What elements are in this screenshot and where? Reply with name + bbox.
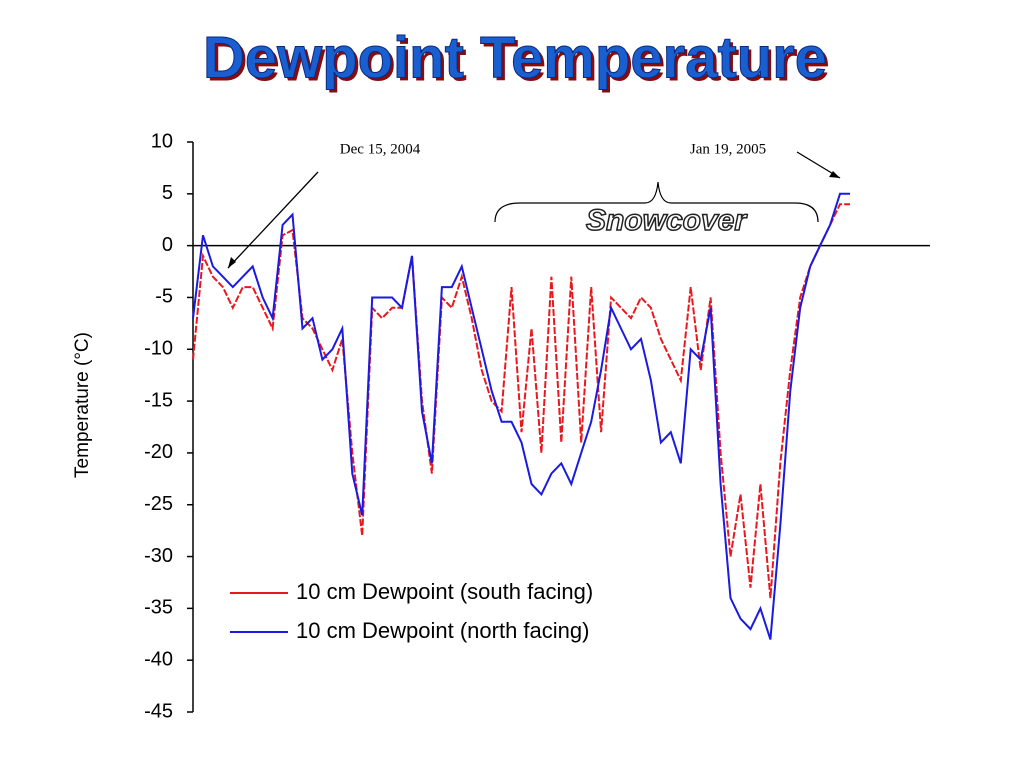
annotation: Jan 19, 2005 — [690, 141, 766, 157]
legend-label: 10 cm Dewpoint (south facing) — [296, 579, 593, 604]
arrow-head — [829, 171, 840, 178]
y-tick-label: -40 — [144, 648, 173, 670]
y-tick-label: -25 — [144, 493, 173, 515]
y-tick-label: -30 — [144, 545, 173, 567]
legend-label: 10 cm Dewpoint (north facing) — [296, 618, 589, 643]
y-tick-label: -15 — [144, 389, 173, 411]
annotation: Snowcover — [586, 204, 748, 237]
chart-title: Dewpoint Temperature — [203, 25, 827, 90]
data-line — [192, 203, 850, 599]
y-tick-label: -45 — [144, 700, 173, 722]
y-tick-label: 0 — [162, 234, 173, 256]
y-tick-label: -35 — [144, 597, 173, 619]
y-axis-label: Temperature (°C) — [72, 332, 93, 478]
brace — [494, 181, 819, 223]
legend — [215, 575, 690, 650]
title-shadow: Dewpoint Temperature — [206, 28, 830, 93]
y-tick-label: -5 — [155, 286, 173, 308]
y-tick-label: 10 — [151, 130, 173, 152]
y-tick-label: -20 — [144, 441, 173, 463]
y-tick-label: -10 — [144, 338, 173, 360]
arrow-head — [228, 257, 236, 268]
data-line — [192, 192, 850, 640]
annotation: Dec 15, 2004 — [340, 141, 421, 157]
arrow — [227, 171, 319, 269]
y-tick-label: 5 — [162, 182, 173, 204]
